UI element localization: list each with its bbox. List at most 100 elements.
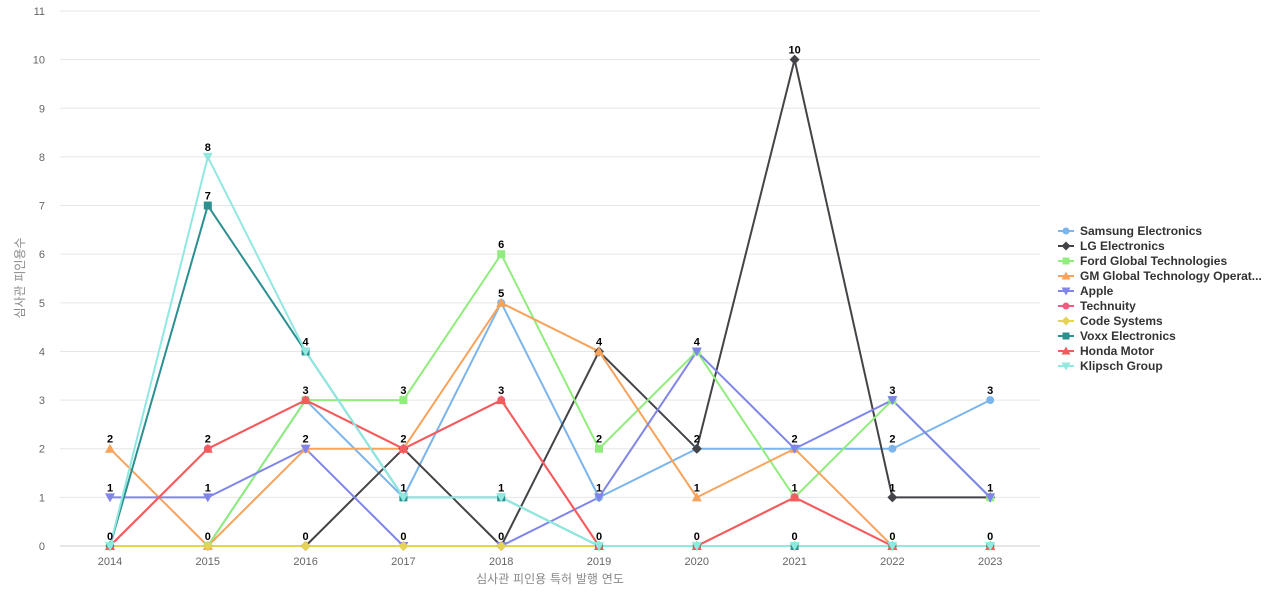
data-point[interactable]: [300, 541, 311, 551]
data-point[interactable]: [398, 493, 409, 503]
legend-label: Honda Motor: [1080, 343, 1154, 358]
legend-label: GM Global Technology Operat...: [1080, 268, 1262, 283]
legend-symbol: [1058, 316, 1074, 325]
x-tick-label: 2020: [685, 556, 709, 568]
legend-item[interactable]: Code Systems: [1058, 313, 1280, 328]
data-label: 0: [694, 531, 700, 543]
legend-symbol: [1058, 346, 1074, 354]
data-point[interactable]: [594, 346, 604, 356]
data-point[interactable]: [691, 492, 702, 502]
data-point[interactable]: [496, 541, 507, 551]
data-label: 1: [694, 482, 700, 494]
data-point[interactable]: [888, 444, 897, 453]
legend-item[interactable]: Apple: [1058, 283, 1280, 298]
data-point[interactable]: [789, 542, 800, 551]
data-point[interactable]: [300, 395, 311, 405]
data-point[interactable]: [202, 541, 213, 551]
data-label: 1: [400, 482, 406, 494]
data-point[interactable]: [105, 493, 115, 503]
data-label: 2: [400, 434, 406, 446]
data-point[interactable]: [398, 443, 409, 453]
data-label: 0: [596, 531, 602, 543]
legend-item[interactable]: Technuity: [1058, 298, 1280, 313]
legend-item[interactable]: Ford Global Technologies: [1058, 253, 1280, 268]
grid-lines: [60, 10, 1040, 547]
data-point[interactable]: [691, 443, 702, 454]
data-label: 0: [303, 531, 309, 543]
data-label: 4: [596, 336, 603, 348]
x-axis-title: 심사관 피인용 특허 발행 연도: [476, 571, 624, 586]
data-point[interactable]: [203, 201, 212, 210]
data-label: 2: [694, 434, 700, 446]
data-point[interactable]: [300, 347, 311, 357]
data-point[interactable]: [105, 542, 115, 551]
data-point[interactable]: [594, 493, 604, 503]
data-point[interactable]: [789, 492, 800, 502]
data-point[interactable]: [887, 542, 898, 551]
data-point[interactable]: [985, 542, 996, 551]
legend-label: Technuity: [1080, 298, 1136, 313]
data-label: 3: [400, 385, 406, 397]
y-tick-label: 0: [39, 541, 45, 553]
data-label: 3: [303, 385, 309, 397]
data-point[interactable]: [496, 395, 507, 405]
data-point[interactable]: [496, 297, 507, 307]
legend-symbol: [1058, 332, 1074, 339]
data-point[interactable]: [691, 347, 702, 357]
data-label: 0: [792, 531, 798, 543]
data-point[interactable]: [105, 443, 115, 453]
legend-label: Klipsch Group: [1080, 358, 1163, 373]
x-tick-label: 2015: [196, 556, 220, 568]
data-point[interactable]: [300, 444, 311, 454]
data-label: 10: [788, 45, 800, 57]
legend-item[interactable]: Honda Motor: [1058, 343, 1280, 358]
data-point[interactable]: [986, 396, 995, 405]
data-label: 1: [107, 482, 113, 494]
x-axis-ticks: 2014 2015 2016 2017 2018 2019 2020 2021 2022 2023: [98, 556, 1003, 568]
data-point[interactable]: [595, 444, 603, 453]
data-point[interactable]: [594, 542, 604, 551]
x-tick-label: 2022: [880, 556, 904, 568]
data-label: 7: [205, 191, 211, 203]
series-line: [109, 399, 991, 547]
data-point[interactable]: [789, 444, 800, 454]
legend-item[interactable]: GM Global Technology Operat...: [1058, 268, 1280, 283]
data-point[interactable]: [887, 396, 898, 406]
data-point[interactable]: [398, 541, 409, 551]
data-label: 0: [400, 531, 406, 543]
x-tick-label: 2017: [391, 556, 415, 568]
series-markers: [105, 54, 996, 551]
legend: Samsung Electronics LG Electronics Ford Gl…: [1058, 223, 1280, 373]
y-axis-title: 심사관 피인용수: [13, 237, 27, 318]
legend-symbol: [1058, 287, 1074, 295]
x-tick-label: 2014: [98, 556, 122, 568]
data-label: 2: [596, 434, 602, 446]
y-tick-label: 3: [39, 395, 45, 407]
legend-item[interactable]: LG Electronics: [1058, 238, 1280, 253]
data-label: 1: [889, 482, 895, 494]
data-point[interactable]: [399, 396, 408, 405]
x-tick-label: 2018: [489, 556, 513, 568]
data-point[interactable]: [887, 492, 898, 503]
series-line: [109, 301, 991, 547]
data-point[interactable]: [202, 493, 213, 503]
data-label: 1: [792, 482, 798, 494]
data-point[interactable]: [497, 250, 506, 259]
data-label: 2: [889, 434, 895, 446]
legend-label: Voxx Electronics: [1080, 328, 1176, 343]
data-point[interactable]: [202, 443, 213, 453]
data-label: 1: [596, 482, 602, 494]
series-line: [110, 301, 991, 547]
legend-item[interactable]: Voxx Electronics: [1058, 328, 1280, 343]
data-point[interactable]: [202, 152, 213, 162]
legend-item[interactable]: Klipsch Group: [1058, 358, 1280, 373]
data-point[interactable]: [789, 54, 800, 65]
data-label: 4: [694, 336, 701, 348]
data-point[interactable]: [496, 493, 507, 503]
y-axis-ticks: 0 1 2 3 4 5 6 7 8 9 10 11: [33, 6, 45, 553]
y-tick-label: 6: [39, 249, 45, 261]
data-point[interactable]: [691, 542, 702, 551]
legend-item[interactable]: Samsung Electronics: [1058, 223, 1280, 238]
legend-symbol: [1058, 227, 1074, 234]
data-point[interactable]: [985, 493, 996, 503]
